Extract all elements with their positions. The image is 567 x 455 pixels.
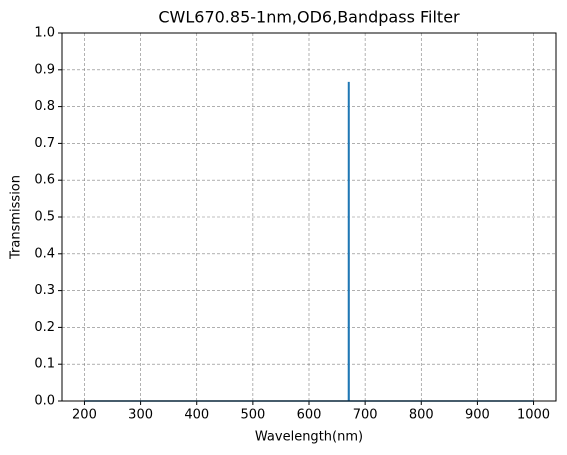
y-tick-label: 0.9 [34, 62, 55, 77]
y-tick-label: 0.5 [34, 210, 55, 225]
y-tick-label: 0.6 [34, 173, 55, 188]
x-tick-label: 900 [465, 408, 490, 423]
x-tick-label: 200 [72, 408, 97, 423]
x-tick-label: 600 [297, 408, 322, 423]
x-tick-label: 500 [240, 408, 265, 423]
y-tick-label: 0.1 [34, 357, 55, 372]
y-tick-label: 0.8 [34, 99, 55, 114]
x-axis-label: Wavelength(nm) [255, 430, 363, 445]
y-tick-label: 0.2 [34, 320, 55, 335]
y-tick-label: 1.0 [34, 26, 55, 41]
x-tick-label: 1000 [517, 408, 550, 423]
y-tick-label: 0.0 [34, 394, 55, 409]
x-tick-label: 300 [128, 408, 153, 423]
x-tick-label: 700 [353, 408, 378, 423]
y-tick-label: 0.7 [34, 136, 55, 151]
x-tick-label: 400 [184, 408, 209, 423]
x-tick-label: 800 [409, 408, 434, 423]
plot-frame [61, 32, 557, 402]
y-tick-label: 0.4 [34, 246, 55, 261]
y-axis-label: Transmission [9, 175, 24, 260]
y-tick-label: 0.3 [34, 283, 55, 298]
chart-title: CWL670.85-1nm,OD6,Bandpass Filter [158, 8, 460, 27]
